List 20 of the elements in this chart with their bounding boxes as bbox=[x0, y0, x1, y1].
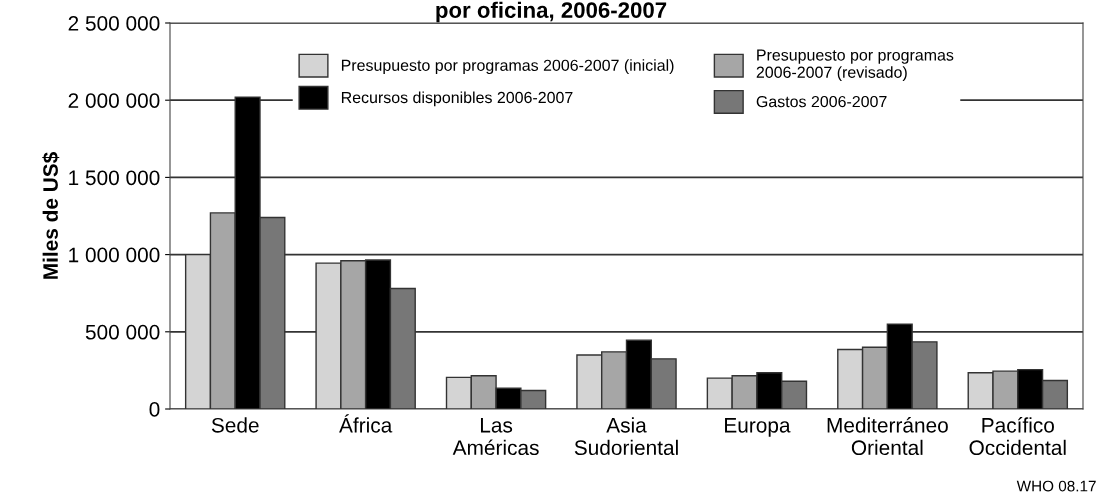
x-tick-label: Europa bbox=[725, 418, 791, 437]
x-tick-label: Pacífico Occidental bbox=[969, 417, 1066, 456]
x-tick-label: Sede bbox=[211, 417, 259, 433]
x-tick-label: Asia Sudoriental bbox=[574, 417, 678, 456]
text: WHO 08.17 bbox=[1016, 480, 1096, 492]
y-tick-label: 2 000 000 bbox=[68, 93, 160, 108]
y-tick-label: 1 500 000 bbox=[69, 170, 160, 186]
legend-label: Presupuesto por programas 2006-2007 (inicial) bbox=[341, 59, 674, 75]
y-tick-label: 0 bbox=[149, 402, 160, 417]
chart-title: por oficina, 2006-2007 bbox=[436, 1, 667, 23]
y-tick-label: 1 000 000 bbox=[69, 247, 160, 263]
y-tick-label: 500 000 bbox=[85, 324, 160, 340]
y-axis-title: Miles de US$ bbox=[42, 152, 60, 279]
legend-label: Gastos 2006-2007 bbox=[756, 95, 887, 108]
x-tick-label: Mediterráneo Oriental bbox=[827, 417, 948, 456]
y-tick-label: 2 500 000 bbox=[68, 16, 160, 31]
legend-label: Recursos disponibles 2006-2007 bbox=[341, 91, 573, 107]
legend-label: Presupuesto por programas 2006-2007 (revisado) bbox=[756, 49, 954, 82]
x-tick-label: África bbox=[339, 414, 393, 433]
x-tick-label: Las Américas bbox=[452, 418, 539, 456]
